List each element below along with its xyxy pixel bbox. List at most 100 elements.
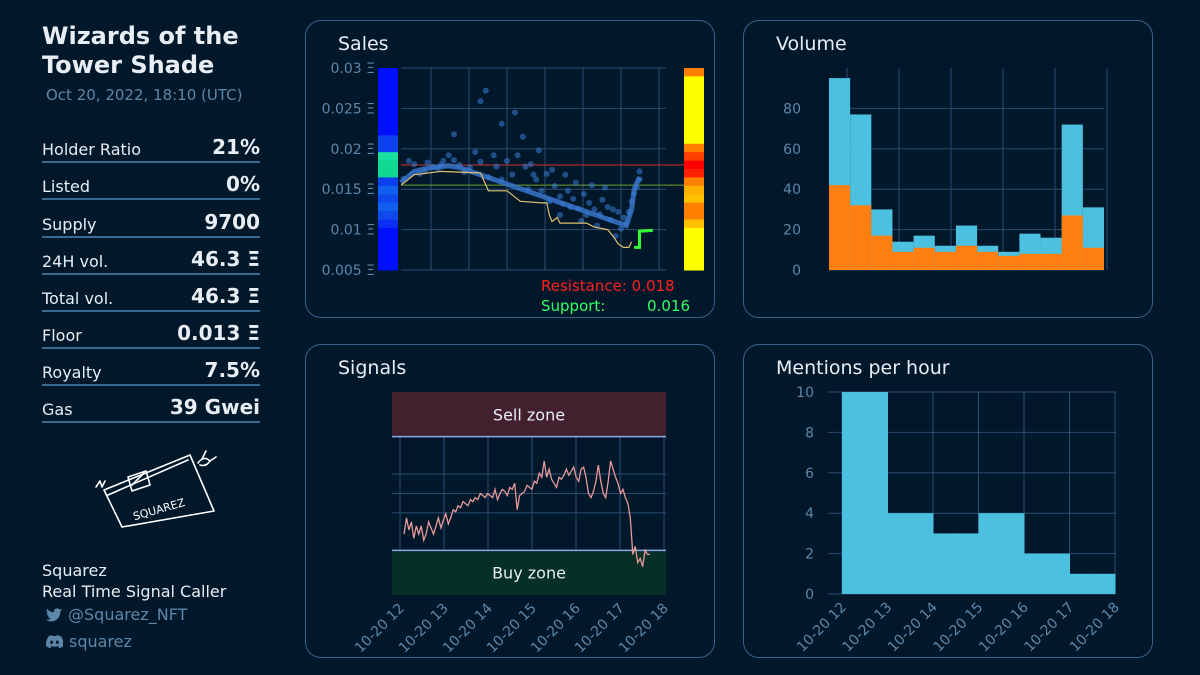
sales-left-heat-cell — [378, 160, 398, 170]
discord-link[interactable]: squarez — [46, 632, 132, 651]
sales-point — [617, 225, 624, 232]
collection-title: Wizards of the Tower Shade — [42, 22, 272, 80]
sales-right-heat-cell — [684, 93, 704, 103]
sales-point — [549, 166, 556, 173]
volume-bar-part — [1019, 253, 1041, 270]
sales-point — [504, 157, 510, 164]
sales-point — [580, 191, 587, 198]
sales-point — [511, 109, 518, 116]
stat-label: Holder Ratio — [42, 140, 142, 159]
stat-royalty: Royalty 7.5% — [42, 358, 260, 386]
sales-right-heat-cell — [684, 202, 704, 212]
mentions-bar — [864, 392, 888, 594]
sales-right-heat-cell — [684, 227, 704, 237]
sales-point — [562, 171, 569, 178]
signature-logo: SQUAREZ — [95, 450, 217, 528]
mentions-bar — [1092, 573, 1116, 594]
sales-point — [591, 206, 598, 213]
signature-text: SQUAREZ — [132, 496, 187, 523]
sales-left-heat-cell — [378, 244, 398, 254]
sales-left-heat-cell — [378, 135, 398, 145]
volume-ytick-label: 0 — [792, 263, 801, 279]
mentions-panel-title: Mentions per hour — [776, 357, 950, 379]
sales-right-heat-cell — [684, 152, 704, 162]
volume-bar-part — [850, 205, 872, 270]
sales-point — [610, 206, 616, 213]
sales-point — [445, 152, 452, 159]
sales-point — [620, 214, 627, 221]
sales-ytick-label: 0.01 Ξ — [331, 223, 375, 239]
sales-ytick-label: 0.02 Ξ — [331, 142, 375, 158]
sales-point — [535, 147, 542, 154]
signals-panel: Signals 10-20 12 10-20 13 10-20 14 10-20 15… — [305, 344, 715, 658]
buy-zone — [392, 550, 666, 595]
sales-left-heat-cell — [378, 194, 398, 204]
volume-panel-title: Volume — [776, 33, 847, 55]
sales-right-heat-cell — [684, 177, 704, 187]
mentions-bar — [955, 533, 979, 594]
sales-left-heat-cell — [378, 253, 398, 263]
sales-right-heat-cell — [684, 110, 704, 119]
sales-right-heat-cell — [684, 68, 704, 77]
buy-zone-label: Buy zone — [492, 564, 566, 583]
stat-label: Gas — [42, 400, 73, 419]
sales-point — [522, 163, 529, 170]
sales-point — [564, 187, 571, 194]
sales-left-heat-cell — [378, 68, 398, 77]
sales-ytick-label: 0.03 Ξ — [331, 61, 375, 77]
sales-point — [477, 98, 484, 105]
sales-left-heat-cell — [378, 169, 398, 178]
volume-bar-part — [892, 251, 914, 270]
stat-value: 46.3 Ξ — [191, 284, 260, 308]
sales-point — [509, 171, 516, 178]
volume-chart: 0 20 40 60 80 — [783, 68, 1108, 279]
support-label: Support: — [541, 297, 605, 315]
stat-24h-volume: 24H vol. 46.3 Ξ — [42, 247, 260, 275]
sales-left-heat-cell — [378, 152, 398, 162]
signals-panel-title: Signals — [338, 357, 407, 379]
sales-right-heat-cell — [684, 194, 704, 204]
sales-right-heat-cell — [684, 219, 704, 229]
collection-title-line2: Tower Shade — [42, 51, 215, 79]
sales-left-heat-cell — [378, 101, 398, 111]
sales-right-heat-cell — [684, 101, 704, 111]
discord-icon — [46, 635, 63, 648]
sales-right-heat-cell — [684, 118, 704, 128]
sales-point — [636, 168, 643, 175]
sell-zone-label: Sell zone — [493, 405, 565, 424]
sales-point — [490, 152, 497, 159]
sales-left-heat-cell — [378, 93, 398, 103]
sales-chart: 0.005 Ξ 0.01 Ξ 0.015 Ξ 0.02 Ξ 0.025 Ξ 0.03 Ξ R… — [322, 61, 704, 315]
mentions-ytick-label: 0 — [805, 587, 814, 603]
sales-point — [572, 179, 579, 186]
current-floor-line — [634, 228, 653, 249]
mentions-ytick-label: 6 — [805, 466, 814, 482]
sales-left-heat-cell — [378, 118, 398, 128]
sales-left-heat-cell — [378, 143, 398, 153]
mentions-bar — [978, 513, 1002, 594]
sales-right-heat-cell — [684, 253, 704, 263]
sales-point — [604, 203, 611, 210]
sales-left-heat-cell — [378, 211, 398, 220]
sales-point — [586, 199, 593, 206]
volume-bar-part — [934, 251, 956, 270]
sales-right-heat-cell — [684, 244, 704, 254]
stat-listed: Listed 0% — [42, 172, 260, 200]
sales-right-heat-cell — [684, 261, 704, 271]
stat-label: Total vol. — [42, 289, 114, 308]
sell-zone — [392, 392, 666, 437]
sales-left-heat-cell — [378, 219, 398, 229]
mentions-panel: Mentions per hour 0 2 4 6 8 10 10-20 12 10-20 1… — [743, 344, 1153, 658]
stat-value: 0.013 Ξ — [177, 321, 260, 345]
volume-bar-part — [1082, 247, 1104, 270]
sales-point — [472, 149, 479, 156]
sales-point — [482, 87, 489, 94]
author-role: Real Time Signal Caller — [42, 582, 227, 601]
twitter-link[interactable]: @Squarez_NFT — [46, 605, 187, 624]
support-value: 0.016 — [647, 297, 690, 315]
mentions-bar — [1001, 513, 1025, 594]
resistance-label: Resistance: 0.018 — [541, 277, 675, 295]
